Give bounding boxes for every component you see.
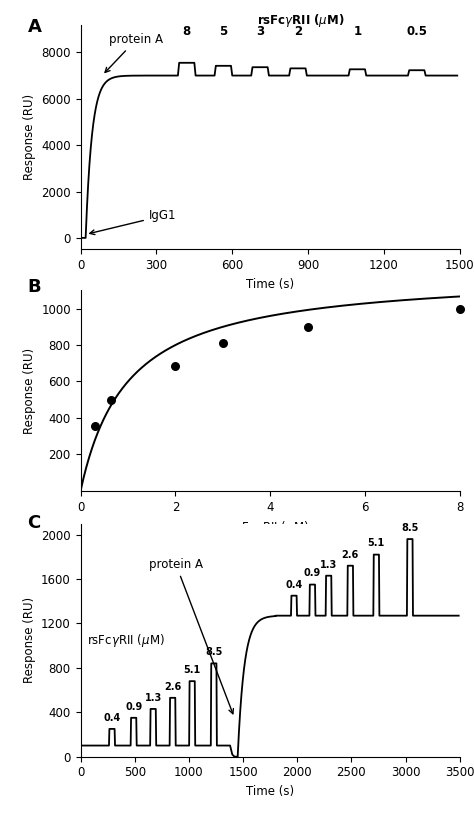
- X-axis label: Time (s): Time (s): [246, 278, 294, 290]
- Point: [456, 302, 464, 315]
- X-axis label: rsFc$\gamma$RII ($\mu$M): rsFc$\gamma$RII ($\mu$M): [231, 519, 309, 536]
- Text: 0.9: 0.9: [125, 702, 142, 712]
- Text: rsFc$\gamma$RII ($\mu$M): rsFc$\gamma$RII ($\mu$M): [87, 631, 165, 649]
- Text: 2.6: 2.6: [342, 550, 359, 560]
- Y-axis label: Response (RU): Response (RU): [23, 348, 36, 434]
- Text: 0.4: 0.4: [285, 580, 302, 590]
- X-axis label: Time (s): Time (s): [246, 785, 294, 798]
- Text: 8.5: 8.5: [205, 647, 222, 658]
- Point: [219, 337, 227, 350]
- Text: 0.5: 0.5: [406, 25, 427, 38]
- Y-axis label: Response (RU): Response (RU): [23, 94, 36, 180]
- Text: B: B: [27, 278, 41, 296]
- Text: 5.1: 5.1: [368, 538, 385, 549]
- Text: 8: 8: [182, 25, 191, 38]
- Text: IgG1: IgG1: [90, 209, 176, 235]
- Text: 2: 2: [294, 25, 302, 38]
- Point: [172, 359, 179, 372]
- Text: 0.9: 0.9: [304, 569, 321, 578]
- Text: 5.1: 5.1: [183, 665, 201, 675]
- Text: protein A: protein A: [149, 558, 233, 714]
- Y-axis label: Response (RU): Response (RU): [23, 597, 36, 683]
- Text: A: A: [27, 18, 41, 36]
- Point: [91, 420, 99, 433]
- Text: 0.4: 0.4: [103, 712, 120, 723]
- Text: 1.3: 1.3: [145, 693, 162, 703]
- Point: [304, 321, 312, 334]
- Text: 1.3: 1.3: [320, 560, 337, 569]
- Text: protein A: protein A: [105, 33, 163, 73]
- Text: 2.6: 2.6: [164, 681, 181, 692]
- Text: 8.5: 8.5: [401, 523, 419, 533]
- Text: C: C: [27, 515, 41, 533]
- Text: rsFc$\gamma$RII ($\mu$M): rsFc$\gamma$RII ($\mu$M): [257, 12, 344, 29]
- Point: [108, 393, 115, 407]
- Text: 5: 5: [219, 25, 228, 38]
- Text: 3: 3: [256, 25, 264, 38]
- Text: 1: 1: [353, 25, 362, 38]
